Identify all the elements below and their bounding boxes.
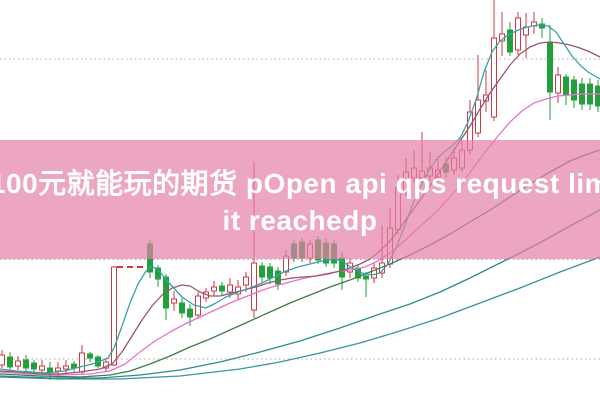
headline-line2: it reachedp (222, 205, 378, 236)
ma-line-ma20 (0, 93, 600, 376)
ma-line-ma120 (0, 256, 600, 380)
headline-line1: 100元就能玩的期货 pOpen api qps request lim (0, 168, 600, 199)
headline-banner: 100元就能玩的期货 pOpen api qps request lim it … (0, 140, 600, 259)
ma-line-ma5 (0, 24, 600, 374)
ma-line-ma10 (0, 41, 600, 375)
